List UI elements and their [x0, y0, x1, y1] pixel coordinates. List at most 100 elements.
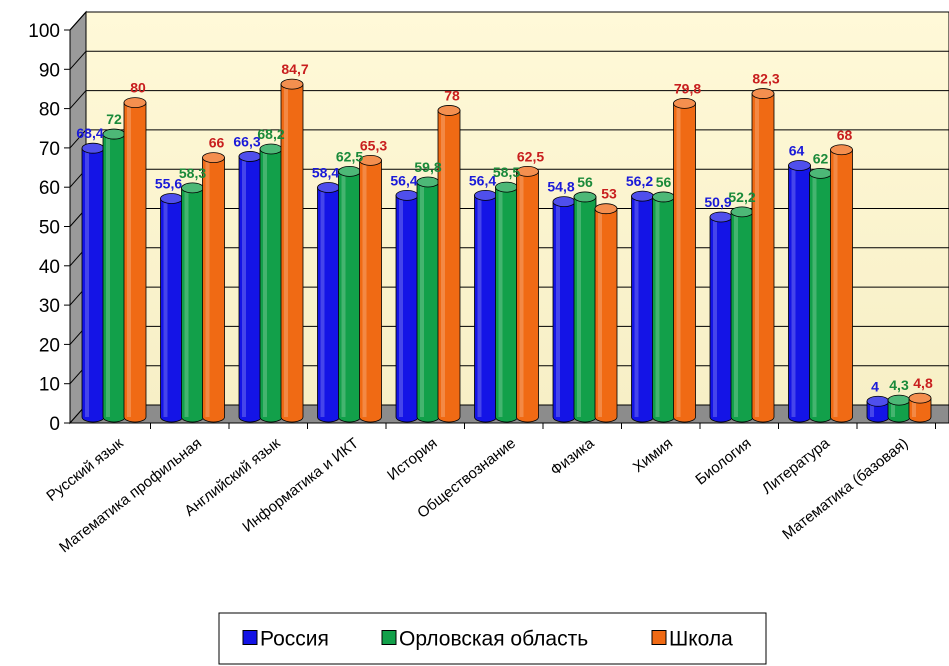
value-label: 64 — [789, 142, 805, 158]
y-tick-label: 10 — [39, 375, 60, 396]
bar-top — [908, 392, 932, 404]
value-label: 56,4 — [390, 172, 417, 188]
bar-highlight — [127, 102, 131, 417]
bar-top — [652, 191, 675, 203]
value-label: 56 — [577, 174, 593, 190]
value-label: 62 — [813, 150, 829, 166]
bar-top — [887, 394, 911, 406]
bar — [474, 189, 497, 423]
bar-highlight — [713, 216, 717, 417]
value-label: 50,9 — [704, 194, 731, 210]
bar-highlight — [577, 196, 581, 417]
bar-highlight — [420, 181, 424, 417]
value-label: 62,5 — [517, 148, 544, 164]
y-tick-label: 50 — [39, 218, 60, 239]
bar — [709, 211, 733, 423]
legend-swatch — [242, 630, 258, 645]
value-label: 79,8 — [674, 80, 701, 96]
bar — [202, 152, 225, 423]
legend-item: Россия — [242, 628, 329, 651]
bar-highlight — [320, 187, 325, 417]
bar-highlight — [263, 148, 267, 417]
bar-highlight — [85, 148, 89, 418]
bar-top — [181, 182, 204, 194]
bar-top — [788, 160, 811, 171]
category-label: Физика — [547, 434, 598, 479]
bar — [181, 182, 204, 423]
category-label: История — [384, 435, 440, 484]
bar-top — [238, 151, 262, 162]
y-tick-label: 40 — [39, 257, 60, 278]
bar-top — [631, 190, 654, 202]
legend-item: Школа — [651, 628, 733, 651]
value-label: 66 — [209, 135, 225, 151]
y-axis: 0 10 20 30 40 50 60 70 80 90 100 — [28, 21, 71, 435]
bar — [730, 206, 754, 423]
bar — [516, 165, 539, 423]
value-label: 54,8 — [547, 179, 574, 195]
bar-top — [709, 211, 733, 223]
value-label: 62,5 — [336, 148, 363, 164]
bar — [908, 392, 932, 423]
bar-top — [437, 105, 461, 116]
bar-top — [317, 182, 340, 193]
value-label: 66,3 — [233, 133, 260, 149]
bar-highlight — [184, 187, 189, 417]
bar-top — [160, 193, 183, 204]
bar-top — [474, 189, 497, 201]
legend-label: Россия — [260, 628, 329, 651]
legend-label: Орловская область — [399, 628, 588, 651]
bar-top — [730, 206, 754, 218]
value-label: 78 — [444, 87, 460, 103]
y-tick-label: 0 — [49, 414, 60, 435]
bar — [437, 105, 461, 423]
value-label: 56,2 — [626, 173, 653, 189]
bar-top — [516, 165, 539, 177]
bar-top — [830, 144, 853, 156]
value-label: 58,5 — [493, 164, 520, 180]
y-tick-label: 70 — [39, 139, 60, 160]
bar — [631, 190, 654, 423]
value-label: 72 — [106, 111, 122, 127]
bar-highlight — [734, 211, 738, 417]
value-label: 4,3 — [889, 377, 909, 393]
bar-highlight — [812, 173, 817, 417]
bar — [338, 165, 361, 423]
bar-highlight — [912, 398, 916, 417]
value-label: 68 — [837, 127, 853, 143]
category-label: Литература — [759, 434, 834, 497]
bar-highlight — [242, 156, 246, 418]
bar — [495, 181, 518, 423]
gridline-side — [69, 129, 87, 149]
bar-top — [102, 128, 126, 140]
value-label: 56,4 — [469, 172, 496, 188]
bar — [594, 203, 618, 423]
bar-highlight — [755, 93, 759, 417]
bar-top — [416, 176, 440, 188]
value-label: 82,3 — [752, 71, 779, 87]
legend-box — [218, 612, 767, 665]
bar-top — [338, 165, 361, 177]
bar — [81, 142, 105, 423]
bar — [830, 144, 853, 423]
category-label: Биология — [692, 435, 754, 489]
bar-highlight — [634, 196, 639, 417]
bar — [359, 154, 382, 423]
bar — [259, 143, 283, 423]
value-label: 58,4 — [312, 164, 339, 180]
bar-top — [809, 167, 832, 179]
value-label: 56 — [656, 174, 672, 190]
category-label: Математика (базовая) — [779, 435, 911, 543]
bar-highlight — [870, 401, 874, 417]
value-label: 58,3 — [179, 165, 206, 181]
bar-top — [751, 88, 775, 99]
bar-highlight — [284, 84, 288, 417]
bar — [866, 395, 890, 423]
bar-top — [259, 143, 283, 155]
bar-highlight — [106, 134, 110, 418]
bar-highlight — [341, 171, 346, 417]
category-label: Русский язык — [43, 434, 126, 504]
bar — [552, 196, 576, 423]
